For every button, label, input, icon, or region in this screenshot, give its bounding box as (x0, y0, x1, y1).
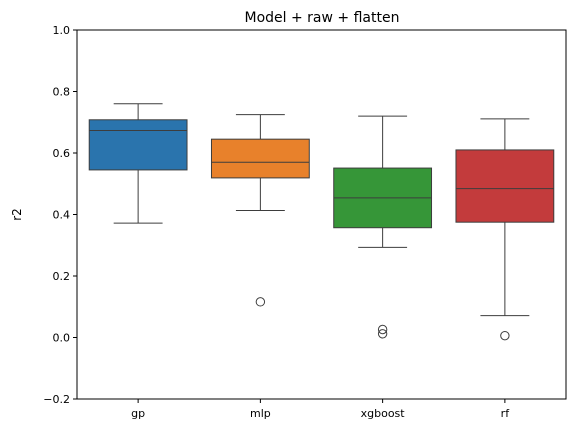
outlier-point (377, 324, 388, 335)
outlier-point (255, 297, 266, 307)
outlier-point (500, 330, 510, 341)
y-tick-label: 0.4 (53, 209, 71, 222)
outlier-point (377, 329, 388, 339)
plot-frame (76, 29, 567, 400)
y-tick-label: 0.0 (53, 332, 71, 345)
box-rf (455, 149, 555, 223)
x-tick-label: xgboost (361, 407, 406, 420)
y-tick-label: −0.2 (43, 393, 70, 406)
box-gp (88, 119, 188, 171)
x-tick-label: mlp (250, 407, 271, 420)
y-tick-label: 1.0 (53, 24, 71, 37)
plot-layer: −0.2 0.0 0.2 0.4 0.6 0.8 1.0 gp mlp xgboost rf (43, 24, 555, 420)
x-tick-label: gp (131, 407, 145, 420)
chart-title: Model + raw + flatten (245, 10, 400, 26)
y-tick-label: 0.6 (53, 147, 71, 160)
x-tick-label: rf (501, 407, 511, 420)
y-axis-label: r2 (10, 208, 24, 221)
box-mlp (210, 138, 310, 179)
y-tick-label: 0.2 (53, 270, 71, 283)
y-tick-label: 0.8 (53, 86, 71, 99)
